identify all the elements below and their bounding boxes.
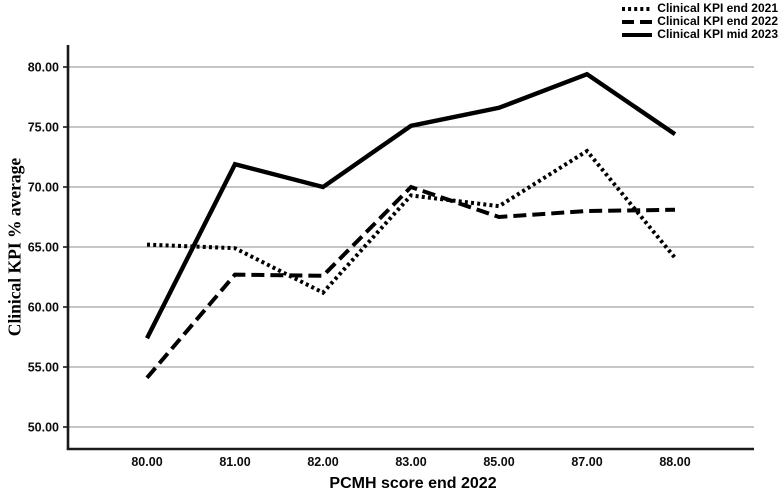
y-tick-label: 50.00 (28, 421, 59, 435)
series-line-dashed (145, 184, 676, 380)
y-tick-label: 60.00 (28, 301, 59, 315)
y-tick-label: 70.00 (28, 181, 59, 195)
legend-item-kpi-mid-2023: Clinical KPI mid 2023 (622, 28, 778, 41)
series-line-solid (145, 71, 677, 340)
legend-item-kpi-end-2022: Clinical KPI end 2022 (622, 15, 778, 28)
dotted-line-sample-icon (622, 6, 653, 11)
dashed-line-sample-icon (622, 19, 653, 24)
x-tick-label: 82.00 (307, 455, 338, 469)
solid-line-sample-icon (622, 32, 653, 37)
x-tick-label: 80.00 (131, 455, 162, 469)
legend-label: Clinical KPI end 2021 (657, 1, 778, 15)
x-tick-label: 85.00 (483, 455, 514, 469)
y-tick-label: 80.00 (28, 61, 59, 75)
legend-label: Clinical KPI end 2022 (657, 14, 778, 28)
x-axis-title: PCMH score end 2022 (329, 475, 497, 492)
y-tick-label: 55.00 (28, 361, 59, 375)
y-tick-label: 65.00 (28, 241, 59, 255)
x-tick-label: 81.00 (219, 455, 250, 469)
x-tick-label: 87.00 (571, 455, 602, 469)
y-axis-title: Clinical KPI % average (4, 157, 25, 337)
legend-label: Clinical KPI mid 2023 (657, 27, 778, 41)
x-tick-label: 88.00 (659, 455, 690, 469)
legend: Clinical KPI end 2021 Clinical KPI end 2… (622, 2, 778, 41)
x-tick-label: 83.00 (395, 455, 426, 469)
legend-item-kpi-end-2021: Clinical KPI end 2021 (622, 2, 778, 15)
series-line-dotted (146, 148, 677, 296)
y-tick-label: 75.00 (28, 121, 59, 135)
